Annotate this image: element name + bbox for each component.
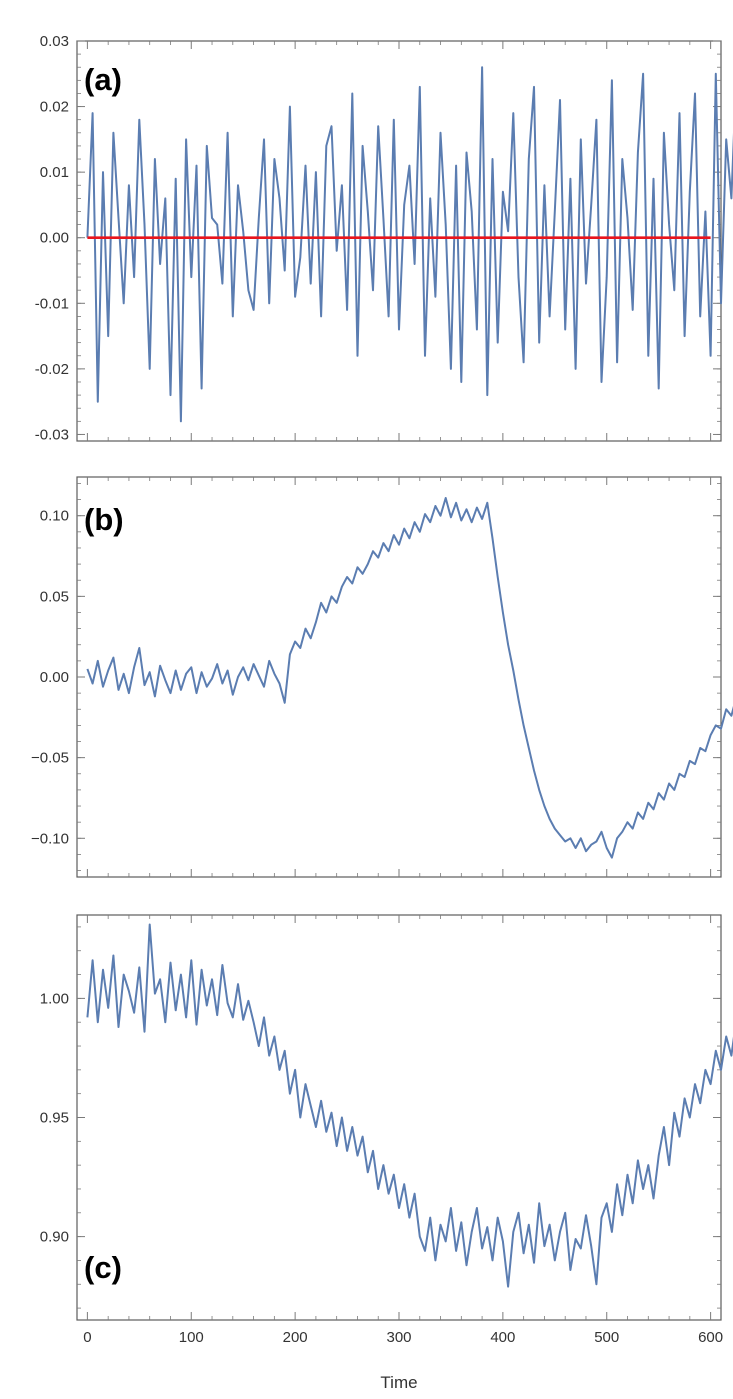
panel-c: 1.00 0.95 0.90 0 100 200 300 400 500 600 (c) (40, 914, 733, 1346)
y-tick-label: 0.95 (40, 1110, 69, 1127)
panel-a: 0.03 0.02 0.01 0.00 -0.01 -0.02 -0.03 (a) (35, 33, 733, 443)
y-tick-label: -0.01 (35, 295, 69, 312)
x-tick-label: 500 (594, 1329, 619, 1346)
y-tick-label: −0.10 (31, 830, 69, 847)
y-tick-label: 0.03 (40, 33, 69, 50)
x-tick-label: 100 (179, 1329, 204, 1346)
x-tick-label: 300 (386, 1329, 411, 1346)
panel-label: (b) (84, 502, 124, 537)
x-tick-label: 400 (490, 1329, 515, 1346)
y-tick-label: 0.10 (40, 508, 69, 525)
panel-b: 0.10 0.05 0.00 −0.05 −0.10 (b) (31, 476, 733, 878)
series-line (86, 497, 733, 859)
y-tick-label: 1.00 (40, 990, 69, 1007)
y-tick-label: 0.05 (40, 588, 69, 605)
x-tick-label: 200 (283, 1329, 308, 1346)
y-tick-label: 0.01 (40, 164, 69, 181)
y-tick-label: -0.03 (35, 426, 69, 443)
series-line (86, 66, 733, 423)
series-line (86, 923, 733, 1288)
y-tick-label: -0.02 (35, 361, 69, 378)
y-tick-label: 0.00 (40, 669, 69, 686)
y-tick-label: 0.02 (40, 99, 69, 116)
panel-label: (c) (84, 1250, 122, 1285)
y-tick-label: 0.00 (40, 230, 69, 247)
y-tick-label: 0.90 (40, 1229, 69, 1246)
x-tick-label: 600 (698, 1329, 723, 1346)
x-tick-label: 0 (83, 1329, 91, 1346)
plot-frame (76, 914, 722, 1321)
y-tick-label: −0.05 (31, 750, 69, 767)
x-axis-title: Time (380, 1373, 417, 1392)
panel-label: (a) (84, 62, 122, 97)
